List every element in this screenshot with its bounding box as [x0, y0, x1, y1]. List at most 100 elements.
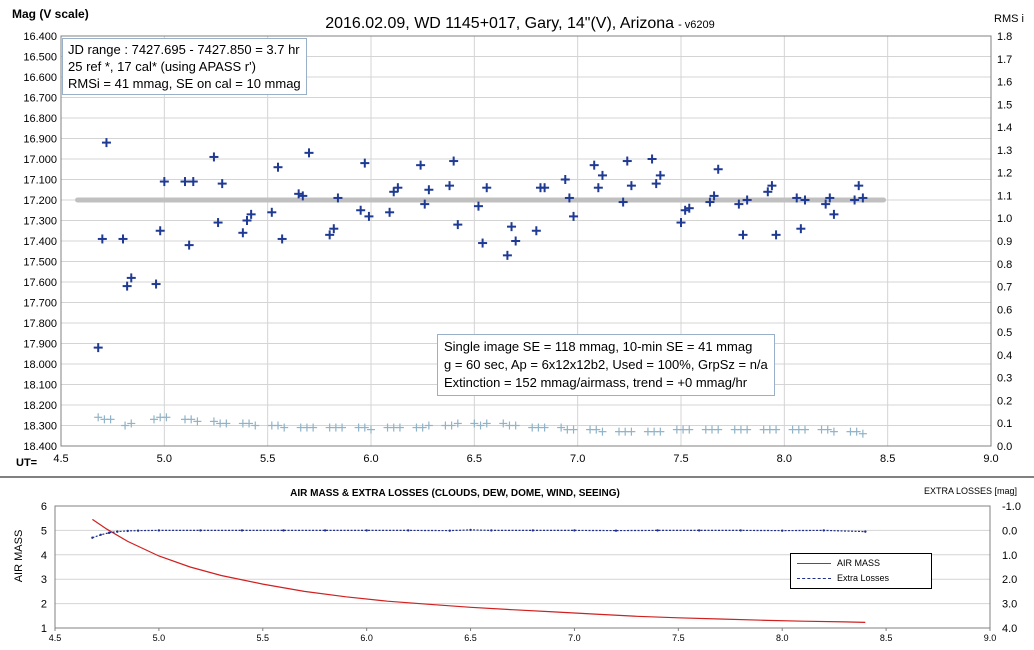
mag-point	[478, 238, 488, 248]
top-y2-tick-label: 1.3	[997, 145, 1012, 157]
mag-point	[420, 199, 430, 209]
extra-losses-point	[448, 529, 451, 532]
bottom-y2-axis-label: EXTRA LOSSES [mag]	[924, 486, 1017, 496]
extra-losses-point	[822, 529, 825, 532]
top-chart-title: 2016.02.09, WD 1145+017, Gary, 14"(V), A…	[325, 15, 715, 32]
mag-point	[126, 273, 136, 283]
mag-point	[767, 181, 777, 191]
rms-point	[598, 427, 607, 436]
mag-point	[356, 205, 366, 215]
bottom-x-tick-label: 8.0	[776, 633, 789, 643]
mag-point	[622, 156, 632, 166]
top-y-tick-label: 17.600	[23, 277, 57, 289]
top-y2-tick-label: 0.8	[997, 259, 1012, 271]
top-y-tick-label: 18.000	[23, 359, 57, 371]
mag-point	[209, 152, 219, 162]
rms-point	[360, 423, 369, 432]
legend-airmass-label: AIR MASS	[837, 558, 881, 568]
rms-point	[743, 425, 752, 434]
mag-point	[298, 191, 308, 201]
bottom-y-tick-label: 6	[41, 501, 47, 513]
extra-losses-point	[781, 529, 784, 532]
top-x-tick-label: 4.5	[53, 453, 68, 465]
rms-point	[338, 423, 347, 432]
mag-point	[122, 281, 132, 291]
top-data-marks	[75, 138, 887, 438]
mag-point	[217, 179, 227, 189]
mag-point	[188, 177, 198, 187]
extra-losses-point	[282, 529, 285, 532]
mag-point	[763, 187, 773, 197]
mag-point	[531, 226, 541, 236]
rms-point	[187, 415, 196, 424]
mag-point	[800, 195, 810, 205]
mag-point	[742, 195, 752, 205]
top-x-tick-label: 7.5	[673, 453, 688, 465]
top-y-axis-label: Mag (V scale)	[12, 7, 89, 21]
mag-point	[569, 211, 579, 221]
bottom-legend: AIR MASS Extra Losses	[790, 553, 932, 589]
top-y2-tick-label: 0.7	[997, 282, 1012, 294]
extra-losses-point	[365, 529, 368, 532]
rms-point	[193, 417, 202, 426]
top-y2-tick-label: 1.5	[997, 99, 1012, 111]
mag-point	[273, 162, 283, 172]
top-y-tick-label: 16.900	[23, 134, 57, 146]
top-y2-tick-label: 1.4	[997, 122, 1012, 134]
extra-losses-point	[490, 529, 493, 532]
rms-point	[447, 421, 456, 430]
mag-point	[705, 197, 715, 207]
rms-point	[222, 419, 231, 428]
rms-point	[395, 423, 404, 432]
extra-losses-point	[469, 528, 472, 532]
top-y2-tick-label: 1.7	[997, 54, 1012, 66]
mag-point	[416, 160, 426, 170]
mag-point	[626, 181, 636, 191]
mag-point	[453, 220, 463, 230]
rms-point	[801, 425, 809, 434]
rms-point	[627, 427, 636, 436]
airmass-line	[92, 518, 866, 623]
rms-point	[592, 425, 601, 434]
bottom-y-axis-label: AIR MASS	[13, 530, 25, 583]
legend-losses-label: Extra Losses	[837, 573, 890, 583]
mag-point	[593, 183, 603, 193]
mag-point	[792, 193, 802, 203]
mag-point	[329, 224, 339, 234]
top-y-tick-label: 17.500	[23, 257, 57, 269]
mag-point	[850, 195, 860, 205]
mag-point	[482, 183, 492, 193]
top-x-ticks: 4.5 5.0 5.5 6.0 6.5 7.0 7.5 8.0 8.5 9.0	[53, 453, 998, 465]
bottom-plot-frame	[54, 505, 991, 629]
mag-point	[564, 193, 574, 203]
bottom-x-tick-label: 6.0	[360, 633, 373, 643]
mag-point	[771, 230, 781, 240]
rms-point	[424, 421, 433, 430]
rms-point	[540, 423, 549, 432]
top-y2-tick-label: 0.0	[997, 441, 1012, 453]
mag-point	[360, 158, 370, 168]
top-x-tick-label: 9.0	[983, 453, 998, 465]
extra-losses-point	[614, 529, 618, 532]
extra-losses-point	[573, 529, 576, 532]
mag-point	[385, 207, 395, 217]
extra-losses-point	[136, 529, 140, 532]
rms-point	[714, 425, 723, 434]
rms-point	[209, 417, 218, 426]
bottom-y2-tick-label: -1.0	[1002, 501, 1021, 513]
top-y-tick-label: 18.300	[23, 421, 57, 433]
top-plot-frame	[60, 35, 992, 447]
extra-losses-point	[99, 533, 102, 536]
bottom-y-tick-label: 4	[41, 550, 47, 562]
top-y-tick-label: 17.300	[23, 216, 57, 228]
legend-airmass: AIR MASS	[797, 557, 880, 569]
bottom-x-tick-label: 7.5	[672, 633, 685, 643]
extra-losses-point	[126, 529, 129, 533]
mag-point	[684, 203, 694, 213]
top-y2-tick-label: 1.8	[997, 31, 1012, 43]
mag-point	[854, 181, 864, 191]
extra-losses-point	[864, 530, 867, 533]
top-y-tick-label: 16.700	[23, 93, 57, 105]
extra-losses-point	[407, 529, 410, 532]
bottom-y-tick-label: 5	[41, 525, 47, 537]
